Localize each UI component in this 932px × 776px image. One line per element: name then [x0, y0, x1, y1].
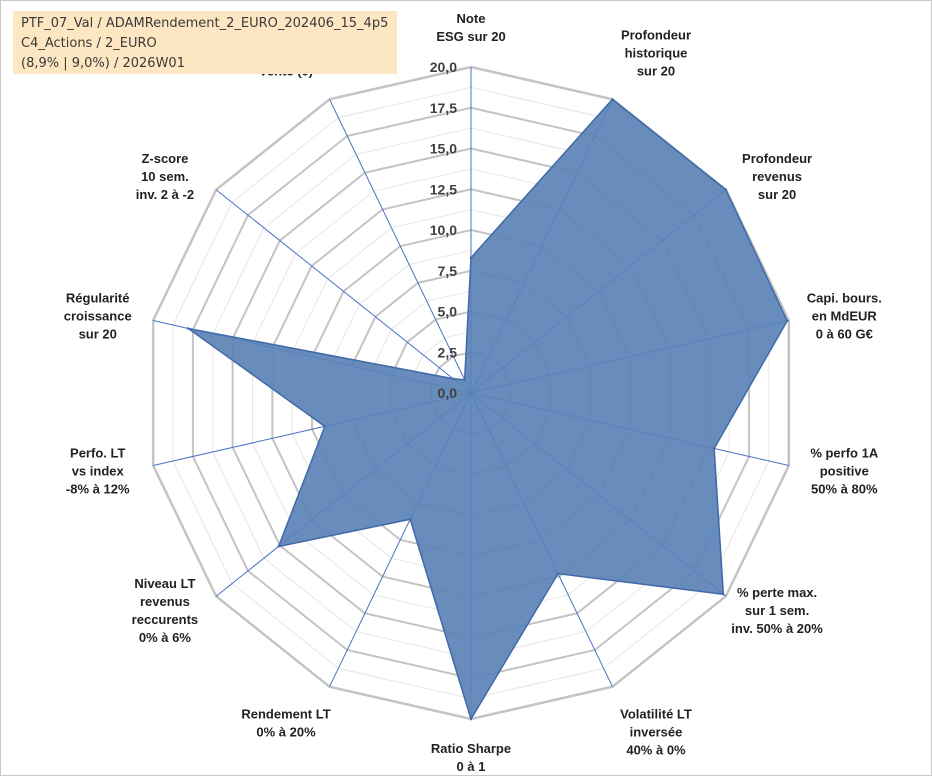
axis-label-line: 10 sem. — [141, 169, 189, 184]
axis-label: % perfo 1A positive 50% à 80% — [810, 445, 879, 496]
axis-label-line: inversée — [630, 725, 683, 740]
axis-label-line: Ratio Sharpe — [431, 741, 511, 756]
data-point — [469, 717, 473, 721]
data-point — [408, 518, 412, 521]
axis-label-line: en MdEUR — [812, 309, 878, 324]
axis-label-line: inv. 2 à -2 — [136, 187, 194, 202]
portfolio-info-box: PTF_07_Val / ADAMRendement_2_EURO_202406… — [13, 11, 397, 74]
axis-label-line: Régularité — [66, 291, 130, 306]
axis-label-line: revenus — [752, 169, 802, 184]
axis-label-line: % perte max. — [737, 585, 817, 600]
portfolio-name: PTF_07_Val / ADAMRendement_2_EURO_202406… — [21, 16, 389, 31]
axis-label-line: positive — [820, 463, 869, 478]
axis-label: Profondeur historique sur 20 — [621, 27, 691, 78]
data-point — [722, 593, 725, 596]
portfolio-category: C4_Actions / 2_EURO — [21, 36, 157, 51]
tick-label: 15,0 — [430, 141, 457, 157]
axis-label: Note ESG sur 20 — [436, 11, 505, 44]
tick-label: 12,5 — [430, 181, 457, 197]
axis-label-line: 0 à 60 G€ — [816, 327, 873, 342]
data-point — [786, 319, 789, 323]
axis-label-line: Z-score — [141, 151, 188, 166]
tick-label: 17,5 — [430, 100, 457, 116]
axis-label-line: Rendement LT — [241, 707, 330, 722]
data-point — [611, 98, 614, 101]
axis-label-line: Niveau LT — [134, 576, 195, 591]
axis-label-line: Perfo. LT — [70, 445, 125, 460]
data-point — [451, 377, 455, 380]
axis-label: % perte max. sur 1 sem. inv. 50% à 20% — [731, 585, 823, 636]
axis-label-line: 50% à 80% — [811, 481, 878, 496]
axis-label-line: 0% à 6% — [139, 630, 191, 645]
axis-label-line: sur 20 — [758, 187, 796, 202]
tick-label: 7,5 — [438, 263, 458, 279]
axis-label: Profondeur revenus sur 20 — [742, 151, 812, 202]
axis-label-line: sur 20 — [637, 63, 675, 78]
axis-label-line: reccurents — [132, 612, 198, 627]
axis-label: Niveau LT revenus reccurents 0% à 6% — [132, 576, 198, 645]
tick-label: 5,0 — [438, 304, 458, 320]
axis-label: Z-score 10 sem. inv. 2 à -2 — [136, 151, 194, 202]
data-point — [323, 425, 326, 428]
data-point — [469, 256, 473, 259]
axis-label-line: -8% à 12% — [66, 481, 130, 496]
axis-label: Ratio Sharpe 0 à 1 — [431, 741, 511, 774]
axis-spoke — [215, 189, 472, 394]
axis-label-line: vs index — [72, 463, 125, 478]
tick-label: 10,0 — [430, 222, 457, 238]
data-point — [724, 188, 728, 191]
axis-label: Capi. bours. en MdEUR 0 à 60 G€ — [807, 291, 882, 342]
axis-label: Perfo. LT vs index -8% à 12% — [66, 445, 130, 496]
axis-label-line: Note — [457, 11, 486, 26]
data-point — [186, 327, 190, 330]
axis-label-line: croissance — [64, 309, 132, 324]
axis-label-line: 40% à 0% — [626, 743, 686, 758]
axis-label-line: historique — [625, 45, 688, 60]
axis-label-line: revenus — [140, 594, 190, 609]
data-point — [712, 447, 716, 450]
axis-label-line: sur 1 sem. — [745, 603, 809, 618]
axis-label-line: 0% à 20% — [256, 725, 316, 740]
axis-label-line: 0 à 1 — [457, 759, 486, 774]
axis-label: Rendement LT 0% à 20% — [241, 707, 330, 740]
tick-label: 0,0 — [438, 385, 458, 401]
portfolio-stats: (8,9% | 9,0%) / 2026W01 — [21, 56, 185, 71]
axis-label-line: Volatilité LT — [620, 707, 692, 722]
axis-label-line: inv. 50% à 20% — [731, 621, 823, 636]
axis-label: Volatilité LT inversée 40% à 0% — [620, 707, 692, 758]
axis-label-line: ESG sur 20 — [436, 29, 505, 44]
tick-label: 20,0 — [430, 59, 457, 75]
axis-label-line: Profondeur — [621, 27, 691, 42]
axis-label-line: Profondeur — [742, 151, 812, 166]
axis-label-line: sur 20 — [79, 327, 117, 342]
axis-spoke — [329, 99, 472, 394]
data-point — [277, 545, 280, 548]
data-point — [556, 572, 560, 575]
tick-label: 2,5 — [438, 344, 458, 360]
axis-label-line: % perfo 1A — [810, 445, 879, 460]
axis-label-line: Capi. bours. — [807, 291, 882, 306]
axis-label: Régularité croissance sur 20 — [64, 291, 132, 342]
data-point — [463, 378, 466, 381]
